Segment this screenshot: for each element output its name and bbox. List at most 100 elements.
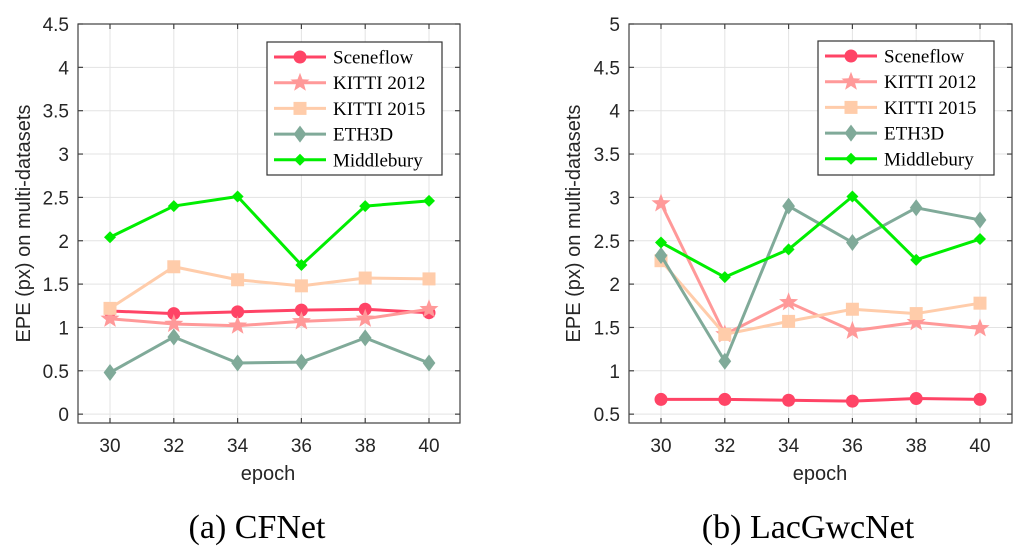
legend-marker (290, 72, 310, 91)
y-tick-label: 3 (609, 188, 620, 209)
data-point (718, 271, 731, 284)
data-point (782, 393, 796, 407)
series-line (661, 397, 981, 403)
data-point (231, 273, 245, 287)
data-point (718, 327, 732, 341)
y-tick-label: 4 (609, 102, 620, 123)
data-point (167, 307, 181, 321)
legend-item: Sceneflow (825, 47, 964, 68)
legend-label: Middlebury (333, 150, 423, 171)
y-tick-label: 2.5 (594, 232, 620, 253)
y-tick-label: 2.5 (43, 188, 69, 209)
data-point (295, 353, 308, 371)
y-tick-label: 1 (609, 362, 620, 383)
data-point (295, 259, 308, 272)
y-tick-label: 0.5 (594, 405, 620, 426)
x-tick-label: 40 (969, 436, 990, 457)
data-point (422, 272, 436, 286)
data-point (782, 314, 796, 328)
data-point (164, 313, 184, 333)
caption: (a) CFNet (189, 509, 326, 546)
y-tick-label: 3 (58, 145, 69, 166)
legend-label: Sceneflow (333, 48, 413, 69)
chart-lacgwcnet: 30 32 34 36 38 40 0.5 1 1.5 2 2.5 3 3.5 4 4.5 5 epoch EPE… (563, 15, 1013, 546)
data-point (845, 394, 859, 408)
series-line (109, 265, 430, 310)
legend-marker (294, 153, 306, 166)
data-point (167, 260, 181, 274)
legend-item: KITTI 2012 (274, 72, 425, 94)
data-point (100, 308, 120, 327)
data-point (167, 200, 180, 213)
x-tick-label: 36 (842, 436, 863, 457)
legend: Sceneflow KITTI 2012 KITTI 2015 ETH3D Middle… (817, 40, 995, 176)
data-point (974, 233, 986, 246)
series-line (109, 307, 430, 316)
y-tick-label: 2 (609, 275, 620, 296)
axes-frame (77, 23, 461, 424)
x-tick-label: 40 (418, 436, 439, 457)
y-tick-label: 1 (58, 318, 69, 339)
data-point (973, 392, 987, 406)
legend-label: KITTI 2015 (884, 98, 976, 119)
data-point (422, 354, 436, 372)
data-point (228, 315, 248, 334)
data-point (846, 190, 859, 203)
data-point (973, 211, 987, 229)
y-axis-label: EPE (px) on multi-datasets (13, 105, 35, 343)
data-point (294, 303, 308, 317)
series-line (660, 195, 981, 279)
data-point (103, 364, 117, 382)
legend-item: KITTI 2015 (274, 99, 425, 120)
x-axis-label: epoch (241, 463, 296, 485)
x-tick-label: 36 (291, 436, 312, 457)
y-tick-label: 3.5 (43, 102, 69, 123)
legend-label: ETH3D (333, 125, 393, 146)
legend-marker (293, 50, 307, 64)
legend-marker (841, 71, 861, 90)
y-tick-label: 1.5 (43, 275, 69, 296)
data-point (294, 279, 308, 293)
legend-marker (293, 101, 307, 115)
x-tick-label: 34 (227, 436, 249, 457)
series-kitti-2015 (103, 260, 436, 315)
legend-marker (844, 100, 858, 114)
x-axis-label: epoch (793, 463, 848, 485)
x-tick-label: 30 (99, 436, 120, 457)
y-tick-label: 4.5 (594, 58, 620, 79)
data-point (654, 246, 668, 264)
data-point (167, 328, 181, 346)
data-point (970, 318, 990, 337)
data-point (423, 194, 435, 207)
series-line (109, 195, 430, 267)
chart-cfnet: 30 32 34 36 38 40 0 0.5 1 1.5 2 2.5 3 3.5 4 4.5 epoch EPE… (13, 15, 461, 546)
legend-marker (844, 49, 858, 63)
data-point (782, 243, 795, 256)
series-line (109, 307, 430, 328)
data-point (651, 193, 671, 212)
y-tick-label: 1.5 (594, 318, 620, 339)
data-point (718, 352, 732, 370)
data-point (231, 354, 244, 372)
legend-item: Middlebury (274, 150, 423, 171)
data-point (909, 199, 923, 217)
x-tick-label: 30 (650, 436, 671, 457)
data-point (231, 305, 245, 319)
data-point (909, 307, 923, 321)
data-point (358, 329, 372, 347)
legend-item: KITTI 2012 (825, 71, 976, 93)
legend-item: ETH3D (825, 124, 944, 145)
data-point (910, 253, 923, 266)
legend: Sceneflow KITTI 2012 KITTI 2015 ETH3D Middle… (266, 41, 443, 176)
legend-label: KITTI 2012 (884, 72, 976, 93)
legend-label: Sceneflow (884, 47, 964, 68)
series-middlebury (655, 190, 986, 284)
series-sceneflow (654, 392, 987, 408)
data-point (103, 301, 117, 315)
data-point (909, 392, 923, 406)
legend-label: ETH3D (884, 124, 944, 145)
series-eth3d (103, 328, 436, 382)
data-point (842, 320, 862, 340)
data-point (104, 231, 116, 244)
